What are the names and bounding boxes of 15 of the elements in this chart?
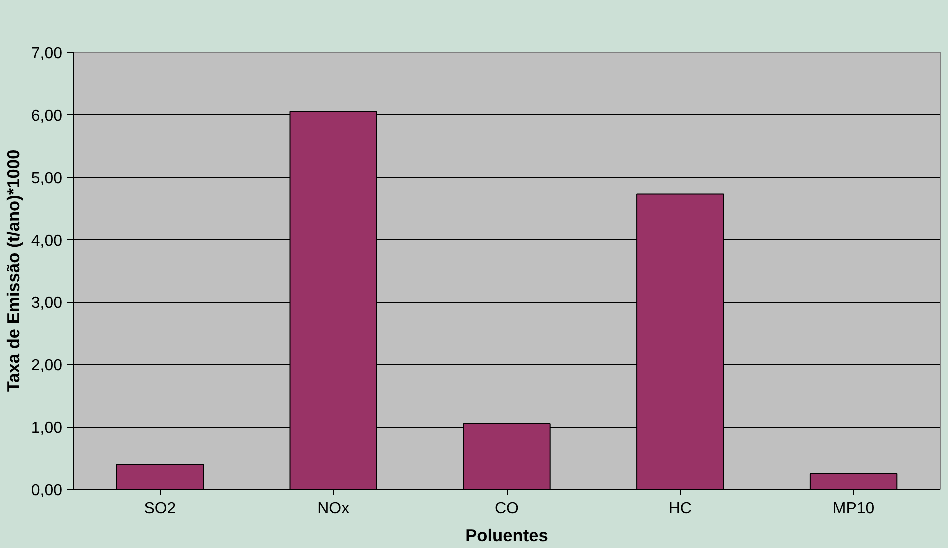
x-tick-label: CO bbox=[495, 500, 519, 518]
y-axis-title: Taxa de Emissão (t/ano)*1000 bbox=[3, 150, 24, 392]
y-tick-label: 0,00 bbox=[31, 482, 63, 500]
y-tick-label: 2,00 bbox=[31, 358, 63, 375]
x-tick-label: MP10 bbox=[832, 500, 875, 518]
y-tick-label: 5,00 bbox=[31, 170, 63, 188]
y-tick-label: 3,00 bbox=[31, 295, 63, 312]
x-tick-label: HC bbox=[668, 500, 692, 518]
y-tick-label: 6,00 bbox=[31, 108, 63, 125]
y-tick-label: 7,00 bbox=[31, 46, 63, 62]
x-tick-label: SO2 bbox=[144, 500, 176, 518]
x-tick-label: NOx bbox=[318, 500, 350, 518]
y-tick-label: 4,00 bbox=[31, 232, 63, 250]
y-tick-label: 1,00 bbox=[31, 420, 63, 438]
x-axis-title: Poluentes bbox=[466, 526, 548, 546]
